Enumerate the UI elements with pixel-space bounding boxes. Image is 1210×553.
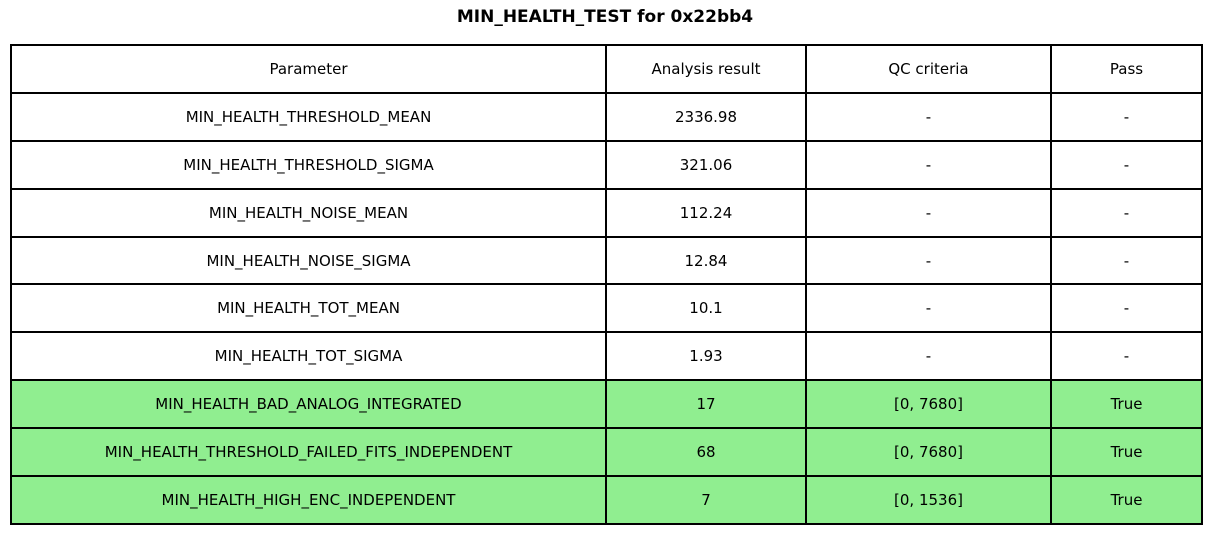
cell-qc-criteria: [0, 1536]: [805, 475, 1052, 525]
cell-parameter: MIN_HEALTH_TOT_SIGMA: [10, 331, 607, 382]
cell-parameter: MIN_HEALTH_NOISE_SIGMA: [10, 235, 607, 286]
cell-qc-criteria: -: [805, 187, 1052, 238]
cell-parameter: MIN_HEALTH_HIGH_ENC_INDEPENDENT: [10, 475, 607, 525]
cell-analysis-result: 17: [605, 379, 807, 430]
cell-pass: -: [1050, 187, 1203, 238]
table-row-highlighted: MIN_HEALTH_HIGH_ENC_INDEPENDENT 7 [0, 15…: [10, 475, 1203, 525]
cell-analysis-result: 68: [605, 427, 807, 478]
cell-parameter: MIN_HEALTH_THRESHOLD_SIGMA: [10, 139, 607, 190]
header-row: Parameter Analysis result QC criteria Pa…: [10, 44, 1203, 94]
cell-analysis-result: 112.24: [605, 187, 807, 238]
cell-analysis-result: 321.06: [605, 139, 807, 190]
cell-pass: -: [1050, 91, 1203, 142]
cell-analysis-result: 10.1: [605, 283, 807, 334]
cell-qc-criteria: -: [805, 139, 1052, 190]
cell-pass: -: [1050, 235, 1203, 286]
cell-qc-criteria: [0, 7680]: [805, 379, 1052, 430]
cell-pass: True: [1050, 379, 1203, 430]
cell-parameter: MIN_HEALTH_THRESHOLD_FAILED_FITS_INDEPEN…: [10, 427, 607, 478]
cell-pass: True: [1050, 427, 1203, 478]
cell-parameter: MIN_HEALTH_NOISE_MEAN: [10, 187, 607, 238]
cell-parameter: MIN_HEALTH_TOT_MEAN: [10, 283, 607, 334]
cell-pass: True: [1050, 475, 1203, 525]
table-row-highlighted: MIN_HEALTH_THRESHOLD_FAILED_FITS_INDEPEN…: [10, 427, 1203, 478]
table-row: MIN_HEALTH_NOISE_MEAN 112.24 - -: [10, 187, 1203, 238]
column-header-qc-criteria: QC criteria: [805, 44, 1052, 94]
cell-analysis-result: 7: [605, 475, 807, 525]
table-row: MIN_HEALTH_THRESHOLD_SIGMA 321.06 - -: [10, 139, 1203, 190]
cell-qc-criteria: -: [805, 283, 1052, 334]
table-title: MIN_HEALTH_TEST for 0x22bb4: [456, 7, 754, 27]
cell-analysis-result: 1.93: [605, 331, 807, 382]
column-header-parameter: Parameter: [10, 44, 607, 94]
cell-analysis-result: 12.84: [605, 235, 807, 286]
table-row: MIN_HEALTH_TOT_SIGMA 1.93 - -: [10, 331, 1203, 382]
table-row: MIN_HEALTH_NOISE_SIGMA 12.84 - -: [10, 235, 1203, 286]
cell-qc-criteria: [0, 7680]: [805, 427, 1052, 478]
table-row: MIN_HEALTH_THRESHOLD_MEAN 2336.98 - -: [10, 91, 1203, 142]
table-row-highlighted: MIN_HEALTH_BAD_ANALOG_INTEGRATED 17 [0, …: [10, 379, 1203, 430]
cell-pass: -: [1050, 331, 1203, 382]
cell-analysis-result: 2336.98: [605, 91, 807, 142]
cell-parameter: MIN_HEALTH_THRESHOLD_MEAN: [10, 91, 607, 142]
column-header-analysis-result: Analysis result: [605, 44, 807, 94]
table-row: MIN_HEALTH_TOT_MEAN 10.1 - -: [10, 283, 1203, 334]
cell-pass: -: [1050, 139, 1203, 190]
cell-pass: -: [1050, 283, 1203, 334]
qc-results-table: Parameter Analysis result QC criteria Pa…: [10, 44, 1203, 525]
cell-qc-criteria: -: [805, 331, 1052, 382]
cell-qc-criteria: -: [805, 91, 1052, 142]
cell-parameter: MIN_HEALTH_BAD_ANALOG_INTEGRATED: [10, 379, 607, 430]
column-header-pass: Pass: [1050, 44, 1203, 94]
cell-qc-criteria: -: [805, 235, 1052, 286]
